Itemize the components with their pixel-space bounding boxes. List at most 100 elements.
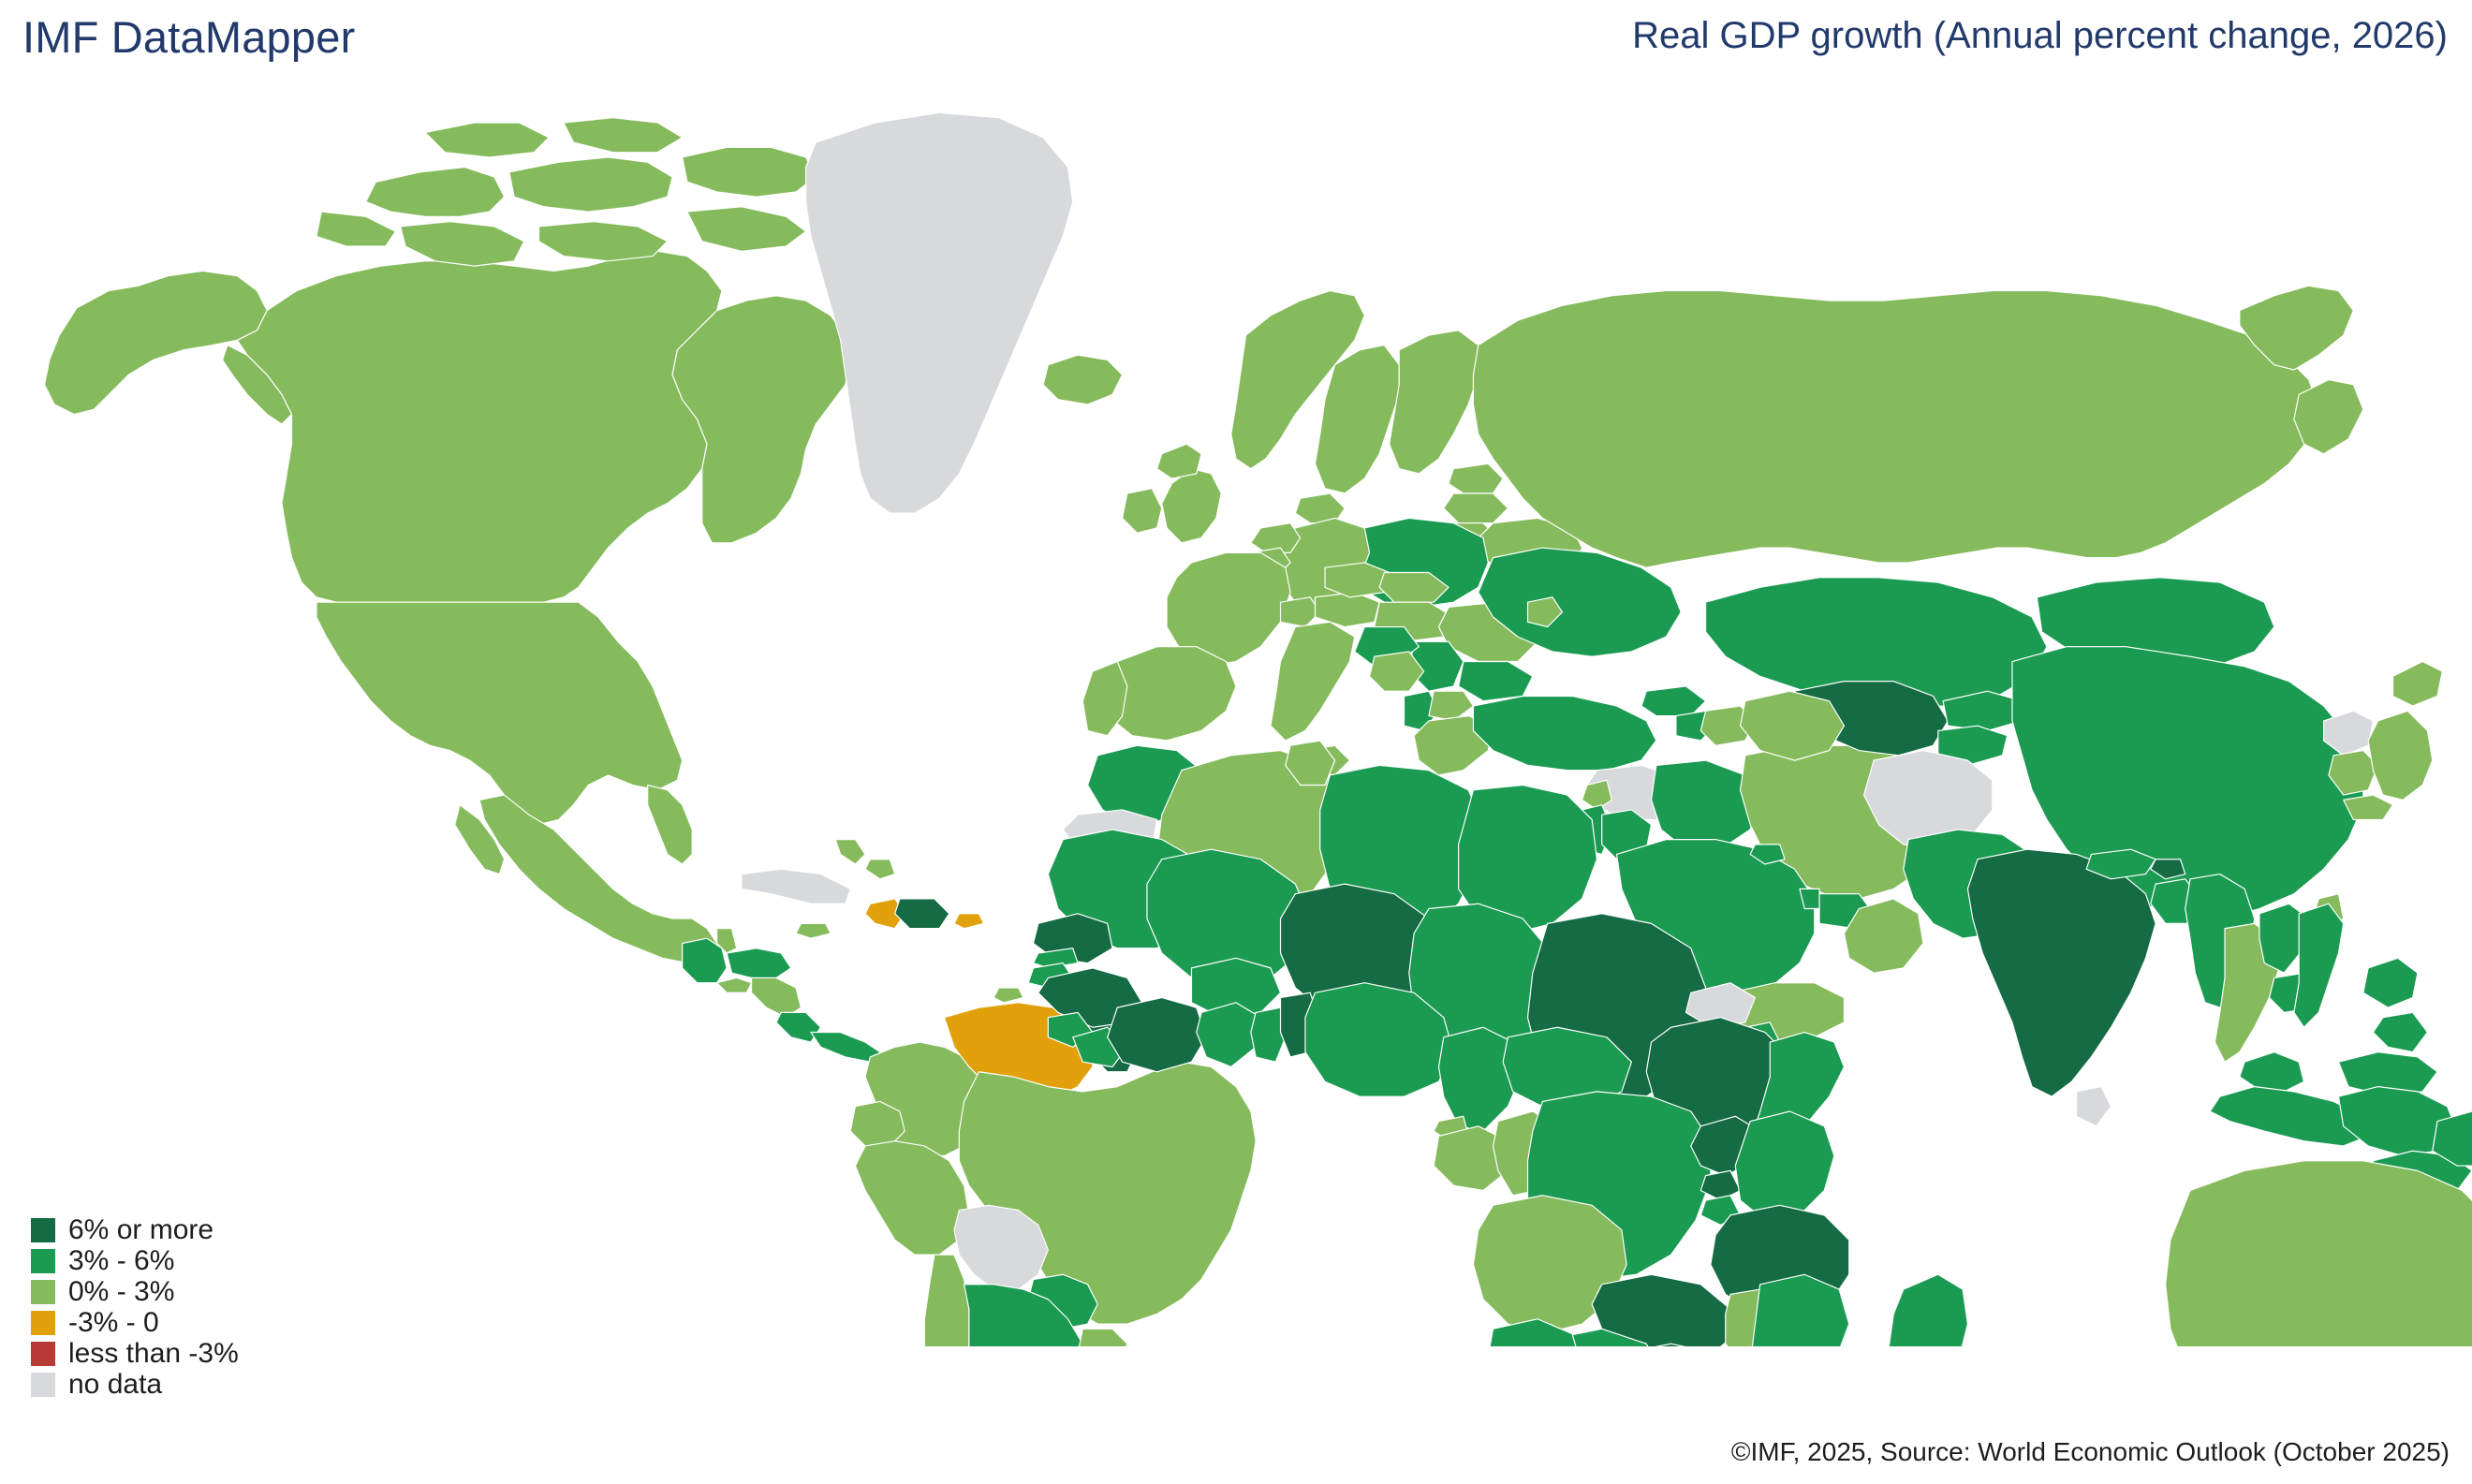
- country-united-kingdom[interactable]: [1161, 468, 1222, 544]
- country-united-kingdom[interactable]: [1155, 443, 1202, 479]
- country-indonesia[interactable]: [2209, 1086, 2369, 1147]
- country-canada[interactable]: [236, 250, 723, 603]
- country-bolivia[interactable]: [953, 1204, 1049, 1290]
- country-ivory-coast[interactable]: [1107, 996, 1207, 1073]
- country-austria[interactable]: [1314, 592, 1380, 628]
- country-eritrea[interactable]: [1685, 982, 1756, 1028]
- country-nigeria[interactable]: [1304, 982, 1454, 1097]
- country-bahamas[interactable]: [864, 859, 896, 880]
- country-philippines[interactable]: [2362, 957, 2419, 1008]
- country-guatemala[interactable]: [682, 937, 728, 984]
- country-nepal[interactable]: [2085, 848, 2156, 880]
- country-moldova[interactable]: [1526, 596, 1564, 628]
- country-switzerland[interactable]: [1279, 596, 1321, 628]
- country-cuba[interactable]: [741, 868, 851, 904]
- country-argentina[interactable]: [949, 1284, 1088, 1346]
- country-iraq[interactable]: [1650, 759, 1761, 850]
- country-estonia[interactable]: [1448, 463, 1504, 494]
- country-bosnia-and-herzegovina[interactable]: [1368, 651, 1425, 692]
- country-trinidad-and-tobago[interactable]: [993, 987, 1024, 1004]
- country-rwanda[interactable]: [1700, 1169, 1742, 1201]
- country-angola[interactable]: [1472, 1195, 1627, 1335]
- country-puerto-rico[interactable]: [953, 913, 985, 930]
- country-united-states[interactable]: [43, 270, 268, 416]
- country-mexico[interactable]: [454, 804, 506, 875]
- country-belize[interactable]: [716, 928, 738, 954]
- country-ireland[interactable]: [1121, 488, 1163, 534]
- country-laos[interactable]: [2259, 903, 2310, 974]
- country-bulgaria[interactable]: [1458, 660, 1534, 702]
- country-netherlands[interactable]: [1250, 522, 1302, 553]
- country-north-korea[interactable]: [2323, 710, 2374, 757]
- country-turkey[interactable]: [1472, 695, 1657, 771]
- country-burkina-faso[interactable]: [1190, 957, 1282, 1019]
- country-sri-lanka[interactable]: [2076, 1086, 2112, 1127]
- country-japan[interactable]: [2391, 660, 2443, 707]
- country-jamaica[interactable]: [795, 922, 831, 939]
- country-canada[interactable]: [686, 206, 807, 252]
- country-france[interactable]: [1166, 551, 1291, 668]
- country-madagascar[interactable]: [1884, 1273, 1969, 1346]
- country-north-macedonia[interactable]: [1428, 690, 1475, 722]
- country-zimbabwe[interactable]: [1607, 1343, 1735, 1346]
- country-kenya[interactable]: [1734, 1110, 1835, 1221]
- country-egypt[interactable]: [1458, 784, 1598, 934]
- country-canada[interactable]: [316, 211, 396, 247]
- country-philippines[interactable]: [2372, 1011, 2429, 1053]
- country-canada[interactable]: [508, 156, 673, 213]
- country-ecuador[interactable]: [849, 1100, 905, 1147]
- country-zambia[interactable]: [1591, 1273, 1731, 1346]
- country-canada[interactable]: [682, 146, 817, 198]
- country-finland[interactable]: [1389, 330, 1479, 475]
- country-japan[interactable]: [2367, 710, 2434, 801]
- country-uruguay[interactable]: [1078, 1328, 1128, 1346]
- country-gabon[interactable]: [1433, 1125, 1508, 1192]
- legend-item[interactable]: 3% - 6%: [31, 1245, 434, 1276]
- country-oman[interactable]: [1843, 898, 1924, 974]
- country-turkmenistan[interactable]: [1739, 690, 1846, 761]
- country-canada[interactable]: [671, 295, 851, 544]
- country-dominican-republic[interactable]: [894, 898, 950, 930]
- country-papua-new-guinea[interactable]: [2432, 1110, 2472, 1167]
- country-peru[interactable]: [854, 1140, 970, 1256]
- country-bhutan[interactable]: [2150, 859, 2186, 880]
- country-united-states[interactable]: [647, 784, 693, 865]
- legend-item[interactable]: less than -3%: [31, 1338, 434, 1369]
- world-choropleth-map[interactable]: [0, 73, 2472, 1346]
- country-costa-rica[interactable]: [775, 1011, 822, 1043]
- country-russia[interactable]: [1472, 289, 2319, 568]
- country-greenland[interactable]: [805, 111, 1074, 514]
- country-chile[interactable]: [915, 1254, 970, 1346]
- country-norway[interactable]: [1230, 289, 1365, 470]
- country-canada[interactable]: [400, 221, 525, 267]
- country-brazil[interactable]: [958, 1061, 1257, 1325]
- country-malaysia[interactable]: [2337, 1051, 2438, 1097]
- country-canada[interactable]: [365, 166, 506, 217]
- country-portugal[interactable]: [1082, 660, 1128, 737]
- country-malaysia[interactable]: [2239, 1051, 2305, 1093]
- country-italy[interactable]: [1270, 621, 1356, 742]
- country-russia[interactable]: [2239, 285, 2354, 371]
- country-el-salvador[interactable]: [716, 977, 753, 993]
- country-south-korea[interactable]: [2328, 749, 2379, 796]
- country-tunisia[interactable]: [1285, 740, 1336, 786]
- country-latvia[interactable]: [1443, 492, 1508, 524]
- country-japan[interactable]: [2343, 794, 2394, 821]
- world-map-svg[interactable]: [0, 73, 2472, 1346]
- legend-item[interactable]: -3% - 0: [31, 1307, 434, 1338]
- country-kuwait[interactable]: [1749, 844, 1786, 865]
- legend-item[interactable]: 0% - 3%: [31, 1276, 434, 1307]
- country-lebanon[interactable]: [1582, 779, 1612, 811]
- country-united-states[interactable]: [316, 601, 684, 826]
- country-ghana[interactable]: [1196, 1002, 1261, 1068]
- country-slovakia[interactable]: [1378, 571, 1449, 603]
- country-georgia[interactable]: [1641, 685, 1707, 717]
- country-india[interactable]: [1966, 848, 2156, 1097]
- country-canada[interactable]: [537, 221, 669, 262]
- country-sweden[interactable]: [1314, 345, 1400, 494]
- country-bahamas[interactable]: [834, 839, 866, 865]
- country-haiti[interactable]: [864, 898, 905, 930]
- country-canada[interactable]: [424, 122, 550, 158]
- country-iceland[interactable]: [1042, 354, 1124, 405]
- country-mozambique[interactable]: [1741, 1273, 1850, 1346]
